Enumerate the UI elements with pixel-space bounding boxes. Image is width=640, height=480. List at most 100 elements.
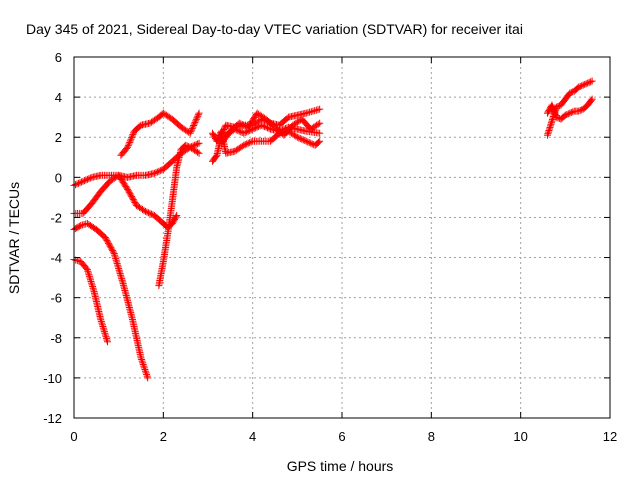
data-point-s2 (138, 356, 146, 364)
y-tick-label: -10 (43, 371, 62, 386)
data-point-s1 (141, 207, 149, 215)
data-point-s3 (98, 321, 106, 329)
data-point-s9 (241, 129, 249, 137)
data-point-s4 (186, 129, 194, 137)
data-point-s7 (305, 139, 313, 147)
data-point-s3 (101, 331, 109, 339)
data-point-s10 (576, 82, 584, 90)
data-point-s3 (99, 324, 107, 332)
data-point-s8 (314, 120, 322, 128)
data-point-s2 (143, 371, 151, 379)
data-point-s11 (548, 103, 556, 111)
data-point-s0 (195, 139, 203, 147)
data-point-s0 (82, 176, 90, 184)
data-point-s9 (252, 124, 260, 132)
data-point-s3 (86, 276, 94, 284)
data-point-s9 (234, 127, 242, 135)
data-point-s10 (566, 89, 574, 97)
data-point-s2 (105, 241, 113, 249)
data-point-s9 (250, 125, 258, 133)
data-point-s4 (195, 109, 203, 117)
data-point-s2 (78, 221, 86, 229)
data-point-s3 (86, 274, 94, 282)
data-point-s10 (584, 79, 592, 87)
data-point-s2 (141, 367, 149, 375)
data-point-s9 (316, 129, 324, 137)
data-point-s3 (100, 328, 108, 336)
data-point-s10 (567, 88, 575, 96)
data-point-s7 (246, 139, 254, 147)
data-point-s9 (264, 124, 272, 132)
data-point-s3 (102, 333, 110, 341)
data-point-s1 (128, 193, 136, 201)
data-point-s9 (277, 127, 285, 135)
x-tick-label: 0 (70, 429, 77, 444)
y-tick-label: -8 (50, 331, 62, 346)
data-point-s9 (247, 126, 255, 134)
data-point-s1 (125, 188, 133, 196)
data-point-s3 (89, 284, 97, 292)
data-point-s1 (128, 194, 136, 202)
data-point-s7 (243, 140, 251, 148)
data-point-s4 (187, 128, 195, 136)
data-point-s6 (307, 108, 315, 116)
y-tick-label: 4 (55, 90, 62, 105)
data-point-s6 (316, 105, 324, 113)
data-point-s9 (244, 127, 252, 135)
data-point-s7 (299, 136, 307, 144)
data-point-s9 (255, 123, 263, 131)
data-point-s11 (551, 110, 559, 118)
data-point-s2 (77, 221, 85, 229)
data-point-s6 (212, 152, 220, 160)
data-point-s11 (548, 101, 556, 109)
data-point-s1 (131, 198, 139, 206)
data-point-s7 (247, 138, 255, 146)
data-point-s2 (139, 361, 147, 369)
data-point-s0 (77, 178, 85, 186)
data-point-s8 (237, 120, 245, 128)
y-tick-label: 0 (55, 170, 62, 185)
data-point-s11 (566, 109, 574, 117)
data-point-s3 (98, 319, 106, 327)
y-tick-label: 2 (55, 130, 62, 145)
data-point-s4 (127, 135, 135, 143)
x-tick-labels: 0 2 4 6 8 10 12 (70, 429, 617, 444)
data-point-s2 (104, 238, 112, 246)
data-point-s10 (585, 78, 593, 86)
data-point-s7 (213, 137, 221, 145)
data-point-s1 (126, 190, 134, 198)
data-point-s11 (564, 110, 572, 118)
data-point-s1 (123, 184, 131, 192)
data-point-s2 (82, 220, 90, 228)
data-point-s3 (88, 281, 96, 289)
data-point-s9 (249, 125, 257, 133)
data-point-s4 (126, 137, 134, 145)
data-point-s6 (304, 109, 312, 117)
data-point-s6 (302, 109, 310, 117)
data-point-s0 (194, 140, 202, 148)
y-tick-label: -12 (43, 411, 62, 426)
data-point-s4 (128, 132, 136, 140)
data-point-s0 (85, 175, 93, 183)
data-point-s1 (147, 210, 155, 218)
data-point-s2 (144, 374, 152, 382)
data-point-s10 (575, 83, 583, 91)
data-point-s9 (281, 125, 289, 133)
data-point-s10 (582, 80, 590, 88)
data-point-s0 (71, 181, 79, 189)
data-point-s3 (85, 272, 93, 280)
y-tick-labels: 6 4 2 0 -2 -4 -6 -8 -10 -12 (43, 50, 62, 426)
data-point-s9 (262, 123, 270, 131)
x-tick-label: 8 (428, 429, 435, 444)
data-point-s0 (155, 167, 163, 175)
y-tick-label: 6 (55, 50, 62, 65)
data-point-s7 (302, 137, 310, 145)
data-point-s3 (84, 267, 92, 275)
data-point-s0 (152, 169, 160, 177)
data-point-s0 (73, 180, 81, 188)
x-tick-label: 6 (338, 429, 345, 444)
data-point-s4 (194, 112, 202, 120)
data-point-s4 (191, 118, 199, 126)
data-point-s2 (139, 359, 147, 367)
data-point-s7 (316, 137, 324, 145)
